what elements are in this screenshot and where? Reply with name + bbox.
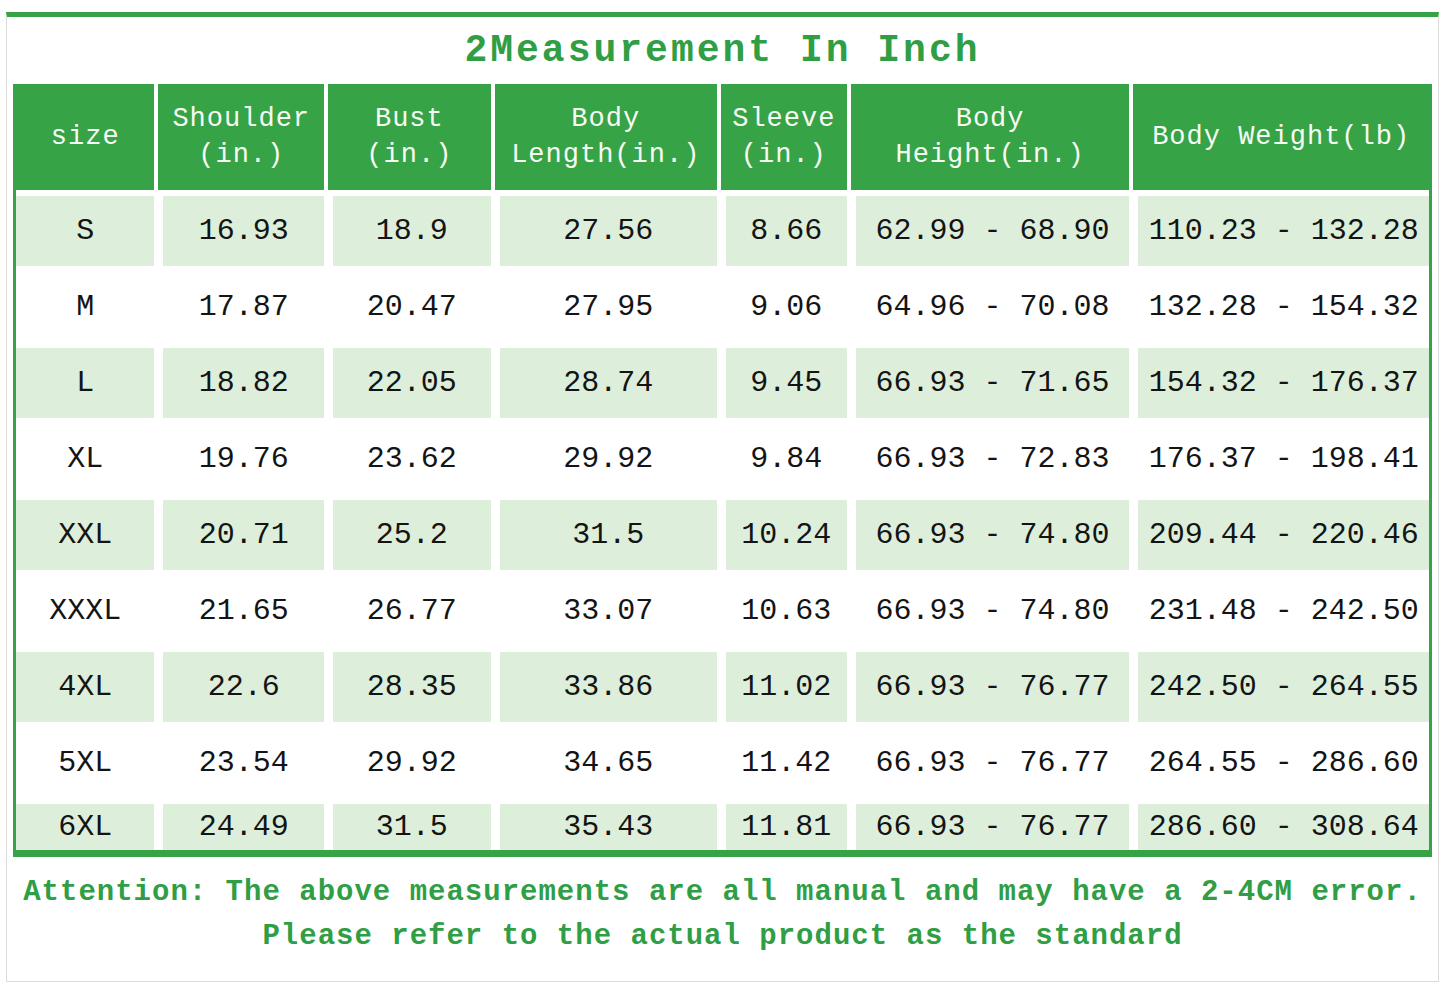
- cell-shoulder: 23.54: [154, 728, 324, 798]
- cell-body-height: 66.93 - 72.83: [847, 424, 1130, 494]
- cell-bust: 28.35: [324, 652, 491, 722]
- cell-size: XXL: [16, 500, 154, 570]
- table-row-xl: XL 19.76 23.62 29.92 9.84 66.93 - 72.83 …: [16, 418, 1429, 494]
- cell-shoulder: 16.93: [154, 196, 324, 266]
- table-row-s: S 16.93 18.9 27.56 8.66 62.99 - 68.90 11…: [16, 190, 1429, 266]
- table-row-m: M 17.87 20.47 27.95 9.06 64.96 - 70.08 1…: [16, 266, 1429, 342]
- cell-body-weight: 264.55 - 286.60: [1129, 728, 1429, 798]
- cell-body-height: 66.93 - 76.77: [847, 652, 1130, 722]
- cell-body-weight: 242.50 - 264.55: [1129, 652, 1429, 722]
- cell-body-weight: 209.44 - 220.46: [1129, 500, 1429, 570]
- cell-body-height: 66.93 - 74.80: [847, 576, 1130, 646]
- header-label: Height(in.): [895, 137, 1084, 173]
- cell-body-length: 27.95: [491, 272, 717, 342]
- cell-body-height: 66.93 - 71.65: [847, 348, 1130, 418]
- table-row-xxl: XXL 20.71 25.2 31.5 10.24 66.93 - 74.80 …: [16, 494, 1429, 570]
- cell-sleeve: 9.84: [717, 424, 847, 494]
- cell-sleeve: 10.63: [717, 576, 847, 646]
- table-row-xxxl: XXXL 21.65 26.77 33.07 10.63 66.93 - 74.…: [16, 570, 1429, 646]
- cell-body-length: 31.5: [491, 500, 717, 570]
- header-cell-shoulder: Shoulder (in.): [154, 84, 324, 190]
- table-row-6xl: 6XL 24.49 31.5 35.43 11.81 66.93 - 76.77…: [16, 798, 1429, 850]
- cell-size: M: [16, 272, 154, 342]
- cell-body-length: 29.92: [491, 424, 717, 494]
- cell-bust: 20.47: [324, 272, 491, 342]
- header-label: (in.): [366, 137, 452, 173]
- size-chart-table: size Shoulder (in.) Bust (in.) Body Leng…: [13, 84, 1432, 850]
- cell-sleeve: 9.45: [717, 348, 847, 418]
- cell-body-weight: 286.60 - 308.64: [1129, 804, 1429, 850]
- cell-shoulder: 17.87: [154, 272, 324, 342]
- cell-sleeve: 11.02: [717, 652, 847, 722]
- cell-size: 6XL: [16, 804, 154, 850]
- cell-body-length: 28.74: [491, 348, 717, 418]
- cell-bust: 26.77: [324, 576, 491, 646]
- cell-shoulder: 24.49: [154, 804, 324, 850]
- size-chart-page: 2Measurement In Inch size Shoulder (in.)…: [6, 12, 1439, 982]
- cell-shoulder: 20.71: [154, 500, 324, 570]
- cell-size: L: [16, 348, 154, 418]
- cell-shoulder: 18.82: [154, 348, 324, 418]
- attention-note: Attention: The above measurements are al…: [13, 857, 1432, 959]
- cell-body-height: 66.93 - 74.80: [847, 500, 1130, 570]
- cell-body-length: 27.56: [491, 196, 717, 266]
- cell-bust: 25.2: [324, 500, 491, 570]
- table-bottom-divider: [13, 850, 1432, 857]
- attention-line-2: Please refer to the actual product as th…: [262, 915, 1182, 959]
- cell-bust: 18.9: [324, 196, 491, 266]
- header-cell-sleeve: Sleeve (in.): [717, 84, 847, 190]
- header-label: size: [51, 119, 120, 155]
- header-cell-body-height: Body Height(in.): [847, 84, 1130, 190]
- cell-body-weight: 110.23 - 132.28: [1129, 196, 1429, 266]
- page-title: 2Measurement In Inch: [13, 17, 1432, 84]
- cell-body-height: 64.96 - 70.08: [847, 272, 1130, 342]
- cell-body-weight: 132.28 - 154.32: [1129, 272, 1429, 342]
- cell-sleeve: 11.81: [717, 804, 847, 850]
- cell-body-weight: 231.48 - 242.50: [1129, 576, 1429, 646]
- header-label: Sleeve: [732, 101, 835, 137]
- table-header-row: size Shoulder (in.) Bust (in.) Body Leng…: [16, 84, 1429, 190]
- table-row-4xl: 4XL 22.6 28.35 33.86 11.02 66.93 - 76.77…: [16, 646, 1429, 722]
- cell-body-height: 66.93 - 76.77: [847, 728, 1130, 798]
- cell-body-length: 33.86: [491, 652, 717, 722]
- table-row-l: L 18.82 22.05 28.74 9.45 66.93 - 71.65 1…: [16, 342, 1429, 418]
- cell-bust: 29.92: [324, 728, 491, 798]
- cell-bust: 23.62: [324, 424, 491, 494]
- cell-body-height: 66.93 - 76.77: [847, 804, 1130, 850]
- header-cell-size: size: [16, 84, 154, 190]
- cell-body-weight: 176.37 - 198.41: [1129, 424, 1429, 494]
- cell-sleeve: 9.06: [717, 272, 847, 342]
- header-cell-bust: Bust (in.): [324, 84, 491, 190]
- header-label: Body: [571, 101, 640, 137]
- header-label: (in.): [198, 137, 284, 173]
- header-label: Shoulder: [172, 101, 310, 137]
- cell-sleeve: 11.42: [717, 728, 847, 798]
- attention-line-1: Attention: The above measurements are al…: [23, 871, 1422, 915]
- cell-sleeve: 10.24: [717, 500, 847, 570]
- header-label: Body: [956, 101, 1025, 137]
- cell-size: XL: [16, 424, 154, 494]
- header-cell-body-weight: Body Weight(lb): [1129, 84, 1429, 190]
- cell-body-weight: 154.32 - 176.37: [1129, 348, 1429, 418]
- cell-sleeve: 8.66: [717, 196, 847, 266]
- cell-size: 4XL: [16, 652, 154, 722]
- cell-size: 5XL: [16, 728, 154, 798]
- header-label: Length(in.): [511, 137, 700, 173]
- header-cell-body-length: Body Length(in.): [491, 84, 717, 190]
- cell-body-height: 62.99 - 68.90: [847, 196, 1130, 266]
- header-label: Body Weight(lb): [1152, 119, 1410, 155]
- cell-body-length: 35.43: [491, 804, 717, 850]
- header-label: Bust: [375, 101, 444, 137]
- header-label: (in.): [741, 137, 827, 173]
- table-row-5xl: 5XL 23.54 29.92 34.65 11.42 66.93 - 76.7…: [16, 722, 1429, 798]
- cell-shoulder: 21.65: [154, 576, 324, 646]
- cell-size: XXXL: [16, 576, 154, 646]
- cell-bust: 31.5: [324, 804, 491, 850]
- cell-shoulder: 19.76: [154, 424, 324, 494]
- cell-shoulder: 22.6: [154, 652, 324, 722]
- cell-body-length: 33.07: [491, 576, 717, 646]
- cell-bust: 22.05: [324, 348, 491, 418]
- cell-size: S: [16, 196, 154, 266]
- cell-body-length: 34.65: [491, 728, 717, 798]
